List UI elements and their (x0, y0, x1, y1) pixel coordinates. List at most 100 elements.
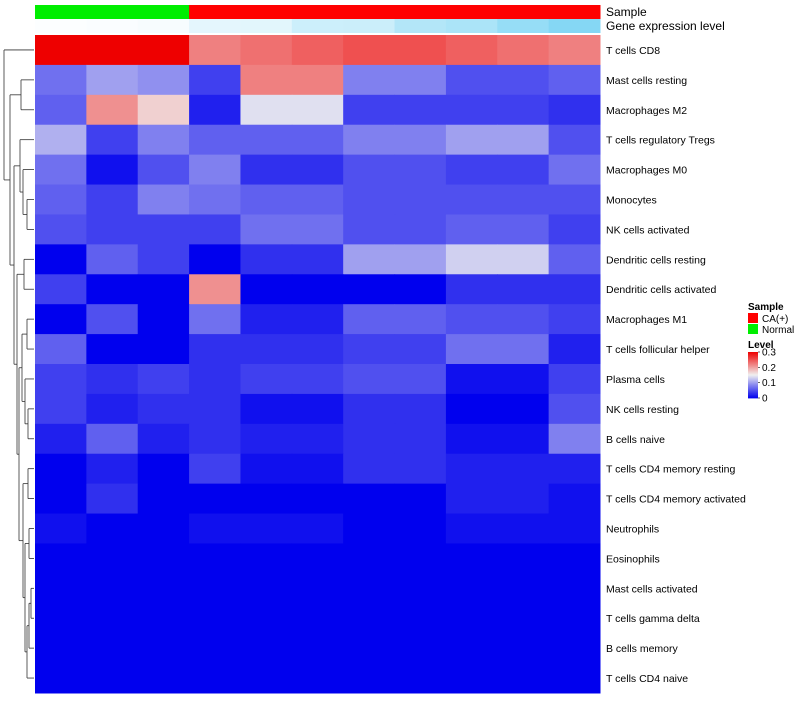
heatmap-cell (137, 304, 190, 335)
heatmap-cell (343, 364, 396, 395)
heatmap-cell (137, 483, 190, 515)
heatmap-cell (291, 423, 344, 455)
heatmap-cell (189, 274, 241, 305)
heatmap-cell (86, 573, 139, 604)
legend-gradient-step (748, 379, 758, 382)
legend-gradient-step (748, 353, 758, 355)
expression-track-cell (343, 19, 396, 33)
heatmap-cell (548, 423, 601, 455)
heatmap-cell (548, 393, 601, 425)
heatmap-cell (86, 483, 139, 515)
row-label: Mast cells resting (606, 75, 687, 87)
expression-track-cell (291, 19, 344, 33)
legend-gradient-step (748, 371, 758, 374)
heatmap-cell (497, 94, 550, 126)
heatmap-cell (137, 633, 190, 664)
heatmap-cell (548, 35, 601, 66)
heatmap-cell (137, 393, 190, 425)
heatmap-cell (548, 274, 601, 305)
legend-gradient-step (748, 366, 758, 369)
heatmap-cell (35, 633, 87, 664)
heatmap-cell (86, 94, 139, 126)
heatmap-cell (394, 334, 447, 365)
heatmap-cell (497, 244, 550, 275)
row-label: Dendritic cells resting (606, 254, 706, 266)
heatmap-cell (445, 603, 498, 634)
legend-item-label: Normal (762, 325, 794, 336)
heatmap-cell (394, 274, 447, 305)
legend-gradient-step (748, 383, 758, 385)
heatmap-cell (137, 573, 190, 604)
heatmap-cell (137, 663, 190, 694)
sample-track (35, 5, 601, 19)
heatmap-cell (343, 453, 396, 485)
legend-gradient-step (748, 369, 758, 371)
heatmap-cell (189, 184, 241, 215)
row-label: NK cells resting (606, 404, 679, 416)
heatmap-cell (343, 214, 396, 245)
heatmap-cell (35, 274, 87, 305)
heatmap-cell (343, 513, 396, 544)
expression-track-cell (445, 19, 498, 33)
legend-gradient-step (748, 387, 758, 390)
heatmap-cell (548, 483, 601, 515)
heatmap-cell (240, 573, 293, 604)
sample-track-cell (394, 5, 447, 19)
legend-tick-label: 0.1 (762, 378, 776, 389)
heatmap-cell (137, 603, 190, 634)
heatmap-cell (189, 334, 241, 365)
heatmap-cell (548, 214, 601, 245)
heatmap-cell (189, 663, 241, 694)
legend-gradient-step (748, 394, 758, 397)
legend-gradient-step (748, 355, 758, 357)
heatmap-cell (240, 453, 293, 485)
row-label: T cells follicular helper (606, 344, 710, 356)
expression-track-cell (240, 19, 293, 33)
heatmap-cell (343, 663, 396, 694)
heatmap-cell (291, 184, 344, 215)
heatmap-cell (291, 573, 344, 604)
legend-level-scale: 0.3 0.2 0.1 0 (748, 348, 776, 405)
heatmap-cell (394, 483, 447, 515)
heatmap-cell (445, 453, 498, 485)
heatmap-cell (343, 64, 396, 96)
expression-track-cell (548, 19, 601, 33)
heatmap-cell (291, 513, 344, 544)
heatmap-cell (240, 543, 293, 574)
row-label: T cells CD4 naive (606, 673, 688, 685)
heatmap-cell (240, 483, 293, 515)
heatmap-cell (35, 64, 87, 96)
heatmap-cell (343, 334, 396, 365)
expression-track-cell (189, 19, 241, 33)
heatmap-cell (343, 633, 396, 664)
legend-gradient-step (748, 370, 758, 372)
heatmap-cell (497, 154, 550, 186)
legend-gradient-step (748, 380, 758, 383)
heatmap-cell (548, 184, 601, 215)
heatmap-cell (35, 244, 87, 275)
heatmap-cell (240, 663, 293, 694)
heatmap-cell (240, 64, 293, 96)
heatmap-cell (343, 393, 396, 425)
heatmap-cell (86, 603, 139, 634)
heatmap-cell (35, 94, 87, 126)
sample-track-cell (137, 5, 190, 19)
row-label: T cells CD4 memory resting (606, 464, 735, 476)
heatmap-cell (548, 364, 601, 395)
heatmap-cell (394, 423, 447, 455)
heatmap-cell (394, 364, 447, 395)
heatmap-cell (86, 154, 139, 186)
heatmap-cell (137, 423, 190, 455)
legend-gradient-step (748, 354, 758, 356)
heatmap-cell (497, 64, 550, 96)
expression-track-cell (497, 19, 550, 33)
row-label: Eosinophils (606, 553, 660, 565)
legend-gradient-step (748, 396, 758, 399)
heatmap-cell (445, 334, 498, 365)
heatmap-cell (35, 304, 87, 335)
heatmap-cell (394, 184, 447, 215)
heatmap-cell (445, 663, 498, 694)
heatmap-cells (35, 35, 601, 694)
heatmap-cell (189, 393, 241, 425)
heatmap-cell (343, 124, 396, 156)
